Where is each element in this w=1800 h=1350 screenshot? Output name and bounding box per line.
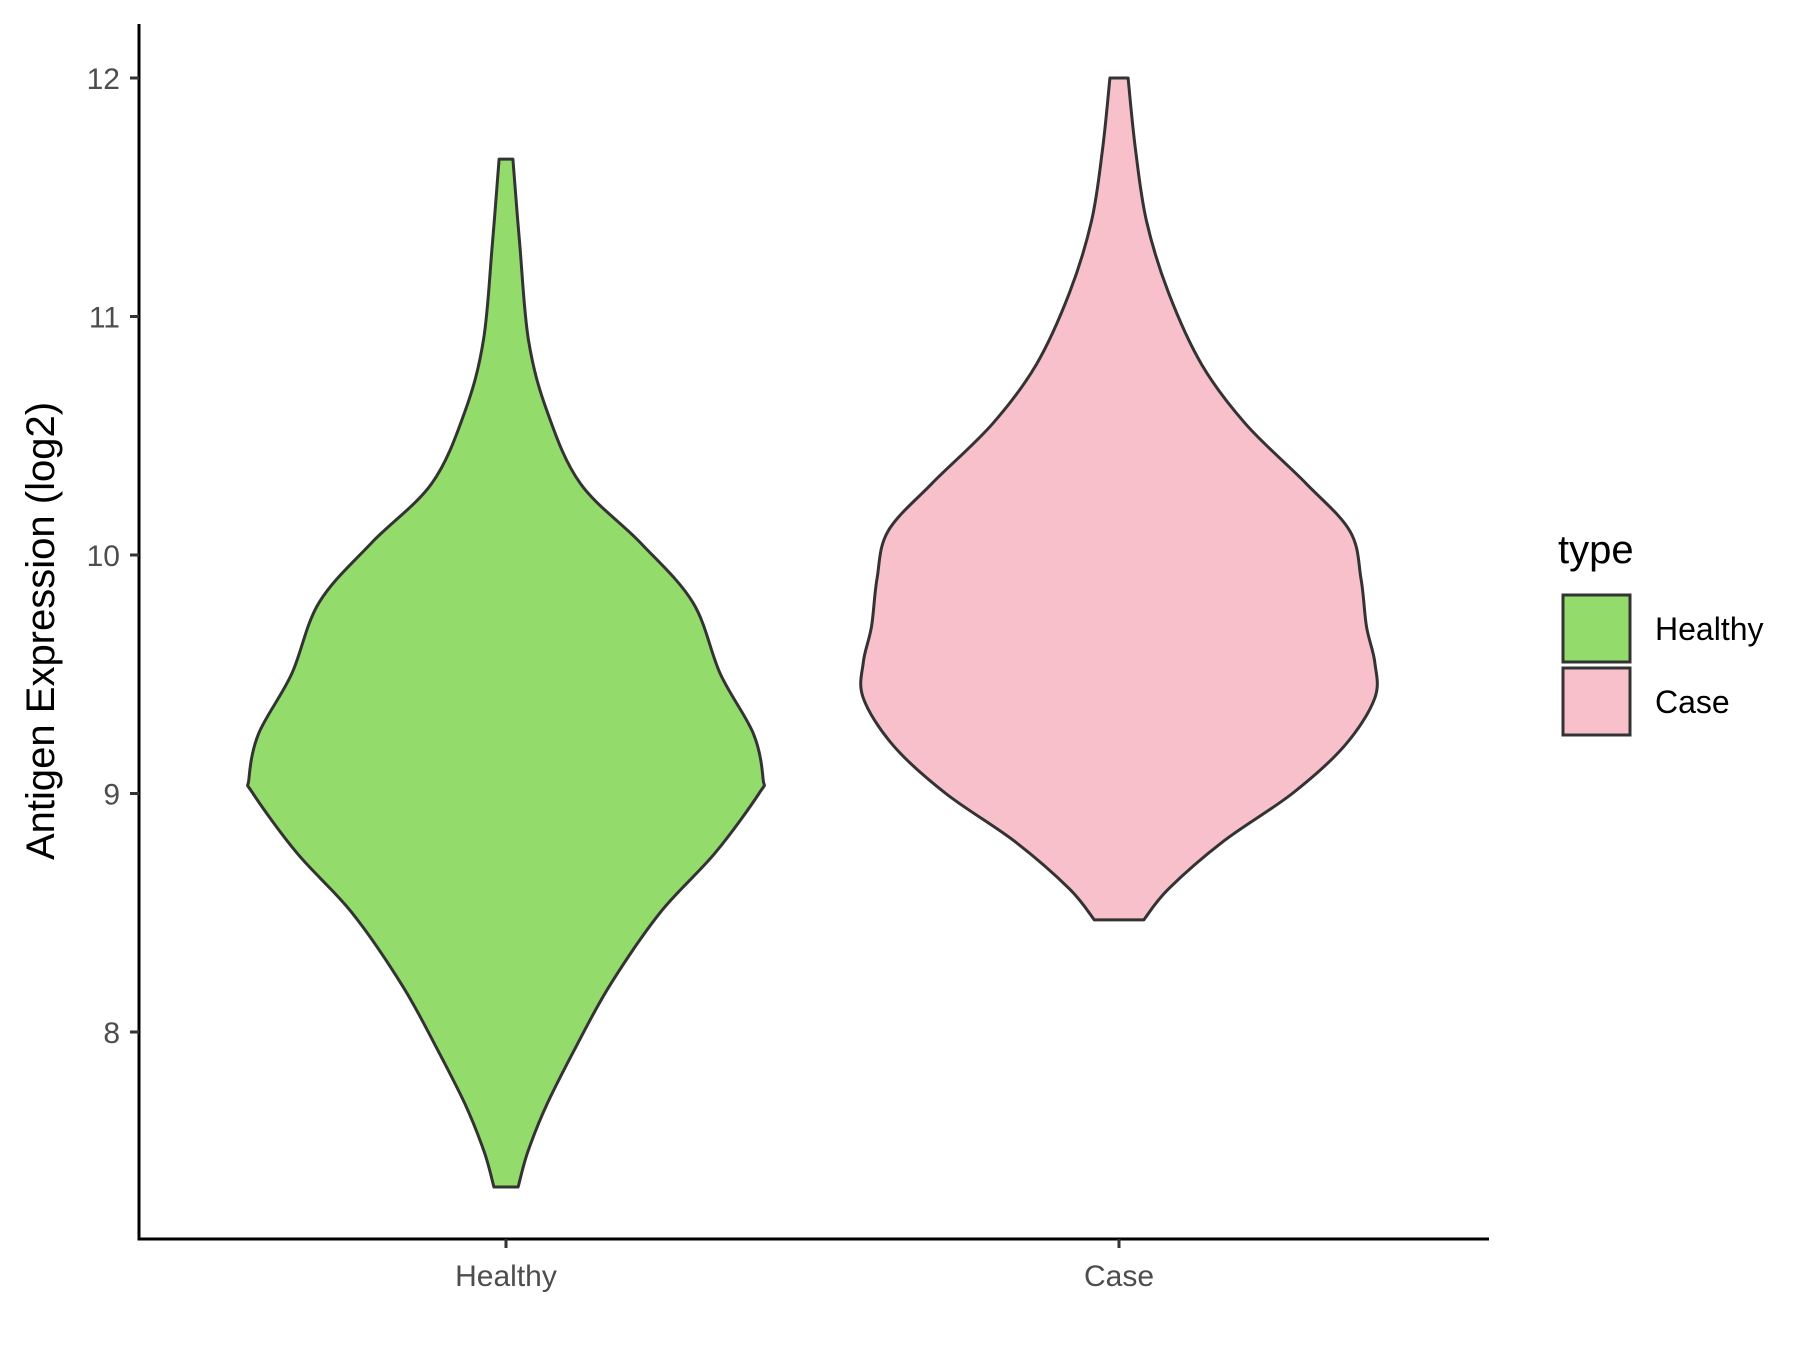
y-tick-label: 10 [87,540,120,573]
violin-healthy [246,157,766,1189]
x-tick-label: Healthy [455,1260,557,1293]
y-axis-ticks: 8 9 10 11 12 [87,63,139,1050]
legend-title: type [1558,528,1634,572]
y-tick-label: 12 [87,63,120,96]
y-axis-title: Antigen Expression (log2) [19,402,63,860]
legend-label-case: Case [1655,684,1730,720]
y-tick-label: 8 [103,1017,120,1050]
x-tick-label: Case [1084,1260,1154,1293]
legend: type Healthy Case [1558,528,1764,737]
x-axis-ticks: Healthy Case [455,1239,1154,1293]
y-tick-label: 9 [103,779,120,812]
legend-key-case [1561,666,1632,737]
plot-area [246,76,1379,1189]
y-tick-label: 11 [89,302,120,335]
legend-label-healthy: Healthy [1655,611,1764,647]
legend-key-healthy [1561,593,1632,664]
violin-case [859,76,1379,922]
